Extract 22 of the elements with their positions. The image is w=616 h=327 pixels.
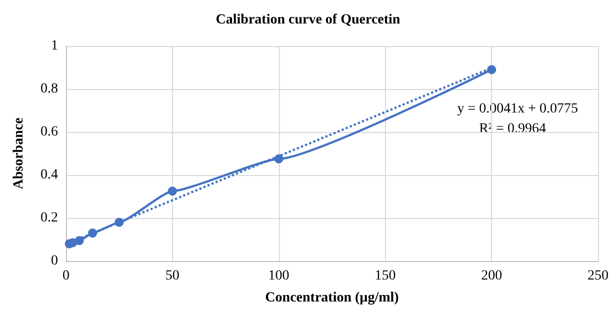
chart-title: Calibration curve of Quercetin xyxy=(216,12,400,28)
y-tick-label: 0.6 xyxy=(40,124,58,140)
x-tick-label: 100 xyxy=(268,268,290,284)
x-tick-label: 50 xyxy=(165,268,180,284)
point xyxy=(88,228,98,238)
point xyxy=(274,154,284,164)
y-axis-title: Absorbance xyxy=(12,118,26,190)
annotation: y = 0.0041x + 0.0775 xyxy=(457,102,578,116)
y-tick-label: 0.2 xyxy=(40,210,58,226)
y-tick-label: 0.4 xyxy=(40,168,58,182)
point xyxy=(74,236,84,246)
x-tick-label: 0 xyxy=(62,268,70,284)
x-tick-label: 200 xyxy=(481,268,502,284)
y-tick-label: 0.8 xyxy=(40,82,58,96)
x-axis-title: Concentration (µg/ml) xyxy=(265,290,400,306)
point xyxy=(168,186,177,196)
y-tick-label: 1 xyxy=(51,38,58,54)
x-tick-label: 250 xyxy=(588,268,608,284)
point xyxy=(487,65,496,74)
y-tick-label: 0 xyxy=(51,254,58,268)
x-tick-label: 150 xyxy=(374,268,396,284)
point xyxy=(114,218,124,227)
